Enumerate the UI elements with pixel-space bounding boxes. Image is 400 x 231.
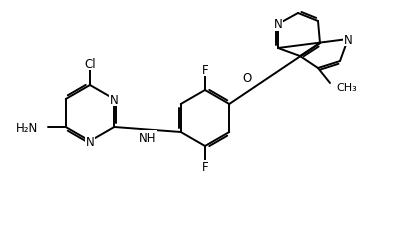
- Text: F: F: [202, 161, 208, 174]
- Text: N: N: [110, 93, 119, 106]
- Text: H₂N: H₂N: [16, 121, 38, 134]
- Text: F: F: [202, 63, 208, 76]
- Text: O: O: [242, 71, 252, 84]
- Text: CH₃: CH₃: [336, 83, 357, 93]
- Text: NH: NH: [139, 131, 156, 144]
- Text: N: N: [344, 33, 352, 46]
- Text: H: H: [346, 32, 354, 42]
- Text: N: N: [86, 135, 94, 148]
- Text: N: N: [274, 18, 282, 31]
- Text: Cl: Cl: [84, 57, 96, 70]
